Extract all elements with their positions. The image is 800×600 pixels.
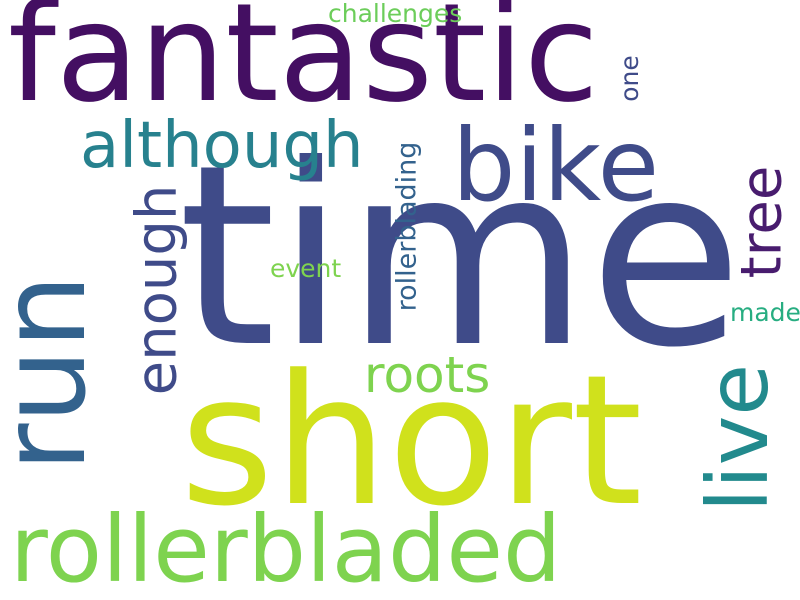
word-rollerblading: rollerblading (391, 141, 423, 312)
word-rollerbladed: rollerbladed (10, 496, 562, 600)
word-roots: roots (364, 346, 491, 404)
word-bike: bike (452, 107, 660, 224)
word-tree: tree (729, 165, 795, 279)
word-live: live (689, 363, 788, 513)
word-run: run (0, 273, 113, 473)
word-short: short (180, 337, 643, 546)
word-time: time (178, 111, 743, 402)
word-fantastic: fantastic (8, 0, 599, 133)
word-made: made (730, 298, 800, 327)
word-event: event (270, 254, 342, 283)
word-although: although (80, 109, 364, 183)
word-one: one (614, 55, 644, 102)
word-enough: enough (124, 184, 190, 396)
word-challenges: challenges (328, 0, 463, 28)
